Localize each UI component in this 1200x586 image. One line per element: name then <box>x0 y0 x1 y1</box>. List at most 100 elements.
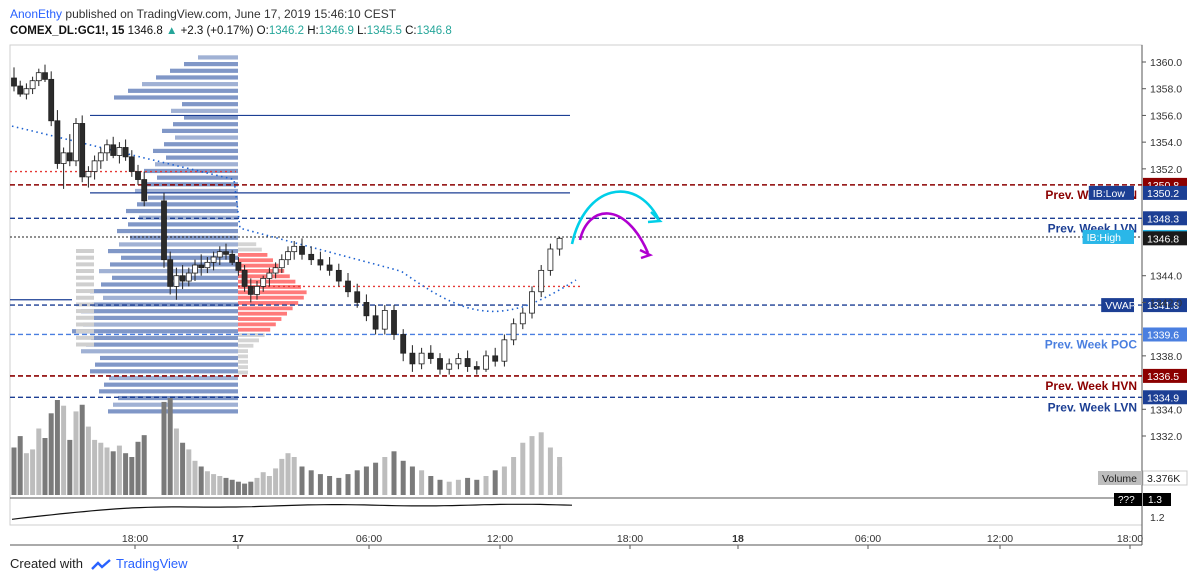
profile-bar <box>100 355 238 361</box>
indicator-tick-label: 1.2 <box>1150 512 1165 524</box>
volume-bar <box>299 466 305 495</box>
volume-bar <box>235 481 241 495</box>
bear-candle <box>223 251 229 255</box>
close-label: C: <box>405 25 417 37</box>
open-value: 1346.2 <box>268 25 304 37</box>
profile-bar <box>76 309 94 314</box>
volume-bar <box>308 470 314 495</box>
price-tick-label: 1338.0 <box>1150 351 1182 363</box>
close-value: 1346.8 <box>416 25 452 37</box>
volume-bar <box>260 472 266 495</box>
tradingview-logo-icon <box>90 558 111 570</box>
session-profile-bar <box>238 359 248 364</box>
price-badge <box>1143 368 1187 383</box>
volume-bar <box>529 436 535 495</box>
volume-bar <box>248 481 254 495</box>
symbol-legend: COMEX_DL:GC1!, 15 1346.8 ▲ +2.3 (+0.17%)… <box>10 25 452 37</box>
bear-candle <box>79 123 86 178</box>
volume-bar <box>110 451 116 495</box>
high-value: 1346.9 <box>318 25 354 37</box>
level-label-badge <box>1101 298 1134 313</box>
profile-bar <box>114 95 238 100</box>
bearish-forecast-arrow <box>578 212 650 254</box>
price-badge-text: 1348.3 <box>1147 213 1179 225</box>
level-label: Prev. Week LVN <box>1048 400 1137 414</box>
profile-bar <box>83 322 238 327</box>
profile-bar <box>113 402 238 407</box>
volume-bar <box>363 466 369 495</box>
price-badge <box>1143 211 1187 226</box>
bear-candle <box>110 144 117 156</box>
session-profile-bar <box>238 279 296 284</box>
price-badge <box>1143 185 1187 200</box>
bear-candle <box>247 285 254 295</box>
time-tick-label: 18:00 <box>617 533 643 545</box>
tradingview-brand-link[interactable]: TradingView <box>116 556 188 571</box>
bull-candle <box>216 251 223 258</box>
volume-bar <box>391 451 397 495</box>
level-label: Prev. Week POC <box>1045 337 1138 351</box>
bear-candle <box>141 179 148 202</box>
profile-bar <box>86 342 238 347</box>
bear-candle <box>229 253 236 263</box>
price-tick-label: 1342.0 <box>1150 297 1182 309</box>
bear-candle <box>317 259 324 266</box>
volume-bar <box>141 435 147 495</box>
volume-bar <box>538 432 544 495</box>
session-profile-bar <box>238 327 271 332</box>
price-badge <box>1143 390 1187 405</box>
volume-bar <box>273 468 279 495</box>
profile-bar <box>76 289 94 294</box>
bull-candle <box>60 152 67 164</box>
bull-candle <box>272 267 279 274</box>
bull-candle <box>35 72 42 82</box>
volume-bar <box>116 445 122 495</box>
volume-bar <box>217 476 223 495</box>
arrowhead-icon <box>639 248 654 260</box>
bull-candle <box>291 245 298 253</box>
bull-candle <box>192 264 198 274</box>
volume-bar <box>30 449 36 495</box>
time-tick-label: 12:00 <box>987 533 1013 545</box>
volume-bar <box>327 476 333 495</box>
author-link[interactable]: AnonEthy <box>10 7 63 21</box>
arrowhead-icon <box>647 211 663 224</box>
profile-bar <box>118 395 238 401</box>
indicator-line <box>11 503 573 520</box>
symbol-name[interactable]: COMEX_DL:GC1!, 15 <box>10 25 125 37</box>
volume-bar <box>291 457 297 495</box>
bear-candle <box>363 302 370 317</box>
bull-candle <box>266 272 273 279</box>
volume-bar <box>79 404 85 495</box>
price-badge-text: 1341.8 <box>1147 300 1179 312</box>
profile-bar <box>95 362 238 367</box>
bear-candle <box>299 245 305 255</box>
session-profile-bar <box>238 269 285 273</box>
profile-bar <box>156 75 238 80</box>
volume-bar <box>85 426 91 495</box>
profile-bar <box>108 409 238 414</box>
price-badge-text: 1336.5 <box>1147 371 1179 383</box>
bull-candle <box>510 323 517 341</box>
volume-bar <box>266 476 272 495</box>
price-badge <box>1143 327 1187 342</box>
session-profile-bar <box>238 322 276 327</box>
profile-bar <box>90 289 238 294</box>
level-label-badge <box>1082 229 1134 244</box>
bull-candle <box>381 310 388 330</box>
volume-bar <box>129 457 135 495</box>
session-profile-bar <box>238 263 279 268</box>
bear-candle <box>335 269 342 282</box>
time-tick-label: 06:00 <box>855 533 881 545</box>
indicator-value: 1.3 <box>1148 495 1162 506</box>
bear-candle <box>11 77 17 87</box>
profile-bar <box>148 195 238 200</box>
session-profile-bar <box>238 354 248 359</box>
profile-bar <box>72 329 238 334</box>
volume-bar <box>354 470 360 495</box>
volume-bar <box>229 479 235 495</box>
time-tick-label: 18:00 <box>122 533 148 545</box>
bear-candle <box>473 366 480 370</box>
